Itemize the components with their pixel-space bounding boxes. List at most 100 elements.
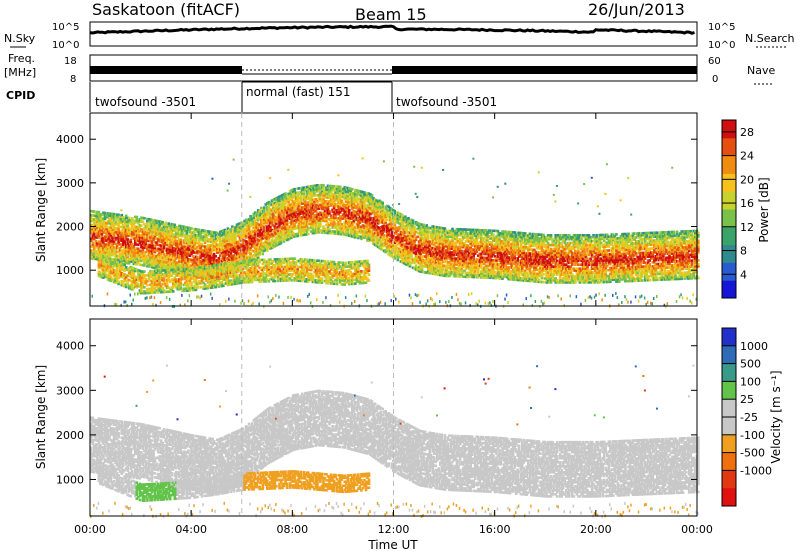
- power-cell: [169, 298, 171, 301]
- nsearch-label: N.Search: [745, 32, 795, 45]
- power-cell: [154, 296, 156, 299]
- power-cell: [269, 301, 271, 304]
- power-cell: [293, 188, 296, 191]
- power-cell: [307, 295, 309, 298]
- power-cell: [218, 257, 221, 260]
- power-cell: [140, 224, 143, 227]
- power-cell: [258, 210, 261, 213]
- power-cell: [130, 294, 132, 297]
- noise-right-tick-bottom: 10^0: [708, 40, 735, 51]
- freq-right-tick-bottom: 0: [712, 74, 718, 85]
- power-cell: [283, 302, 285, 305]
- power-cell: [146, 296, 148, 299]
- power-cell: [310, 301, 312, 304]
- power-cell: [322, 184, 325, 187]
- power-cell: [211, 297, 213, 300]
- power-cell: [214, 255, 217, 258]
- radar-summary-plot: Saskatoon (fitACF) Beam 15 26/Jun/2013 N…: [0, 0, 800, 554]
- power-cell: [137, 283, 140, 286]
- power-cell: [257, 294, 259, 297]
- date-title: 26/Jun/2013: [588, 0, 685, 19]
- power-cell: [325, 296, 327, 299]
- power-cell: [143, 217, 146, 220]
- power-cell: [117, 281, 120, 284]
- power-cell: [120, 209, 122, 211]
- power-cell: [249, 252, 252, 255]
- power-cell: [114, 303, 116, 306]
- freq-left-tick-top: 18: [64, 56, 77, 67]
- power-cell: [271, 299, 273, 302]
- power-cell: [137, 293, 139, 296]
- power-cell: [360, 270, 363, 273]
- power-cell: [345, 262, 348, 265]
- power-cell: [125, 266, 128, 269]
- power-cell: [110, 276, 113, 279]
- power-cell: [236, 274, 239, 277]
- power-cell: [134, 293, 136, 296]
- power-cell: [230, 228, 233, 231]
- power-cell: [219, 254, 222, 257]
- power-cell: [123, 301, 125, 304]
- power-cell: [166, 296, 168, 299]
- noise-left-tick-bottom: 10^0: [52, 40, 79, 51]
- power-cell: [278, 296, 280, 299]
- power-cell: [354, 300, 356, 303]
- power-cell: [277, 230, 280, 233]
- power-cell: [281, 219, 284, 222]
- power-cell: [249, 215, 252, 218]
- freq-label: Freq.: [8, 52, 35, 65]
- power-cell: [348, 209, 351, 212]
- power-cell: [174, 224, 177, 227]
- power-cell: [298, 187, 301, 190]
- freq-left-tick-bottom: 8: [70, 74, 76, 85]
- freq-series-seg3: [392, 66, 697, 74]
- power-cell: [299, 299, 301, 302]
- power-cell: [269, 177, 271, 179]
- freq-unit-label: [MHz]: [4, 66, 36, 79]
- power-cell: [211, 178, 213, 180]
- cpid-segment-3: twofsound -3501: [396, 95, 497, 109]
- power-cell: [216, 240, 219, 243]
- power-cell: [189, 294, 191, 297]
- power-cell: [272, 297, 274, 300]
- power-cell: [145, 297, 147, 300]
- power-cell: [274, 280, 277, 283]
- power-cell: [92, 295, 94, 298]
- nave-label: Nave: [747, 64, 775, 77]
- power-cell: [164, 222, 167, 225]
- power-cell: [228, 298, 230, 301]
- power-cell: [248, 300, 250, 303]
- power-cell: [161, 221, 164, 224]
- noise-left-tick-top: 10^5: [52, 22, 79, 33]
- power-cell: [142, 221, 145, 224]
- power-cell: [268, 295, 270, 298]
- power-cell: [337, 174, 339, 176]
- power-cell: [290, 279, 293, 282]
- power-cell: [149, 296, 151, 299]
- power-cell: [143, 270, 146, 273]
- power-cell: [296, 299, 298, 302]
- power-cell: [125, 300, 127, 303]
- power-cell: [316, 298, 318, 301]
- cpid-segment-1: twofsound -3501: [95, 95, 196, 109]
- power-cell: [328, 210, 331, 213]
- power-cell: [275, 294, 277, 297]
- power-cell: [198, 295, 200, 298]
- power-cell: [345, 296, 347, 299]
- power-cell: [92, 242, 95, 245]
- power-cell: [225, 300, 227, 303]
- power-cell: [351, 188, 354, 191]
- power-cell: [199, 297, 201, 300]
- beam-title: Beam 15: [355, 5, 427, 24]
- station-title: Saskatoon (fitACF): [92, 0, 240, 19]
- power-cell: [198, 229, 201, 232]
- power-cell: [356, 295, 358, 298]
- power-cell: [131, 303, 133, 306]
- power-cell: [269, 226, 272, 229]
- power-cell: [363, 191, 366, 194]
- power-cell: [146, 284, 149, 287]
- power-cell: [196, 296, 198, 299]
- power-cell: [133, 299, 135, 302]
- power-cell: [190, 281, 193, 284]
- nsky-label: N.Sky: [4, 32, 36, 45]
